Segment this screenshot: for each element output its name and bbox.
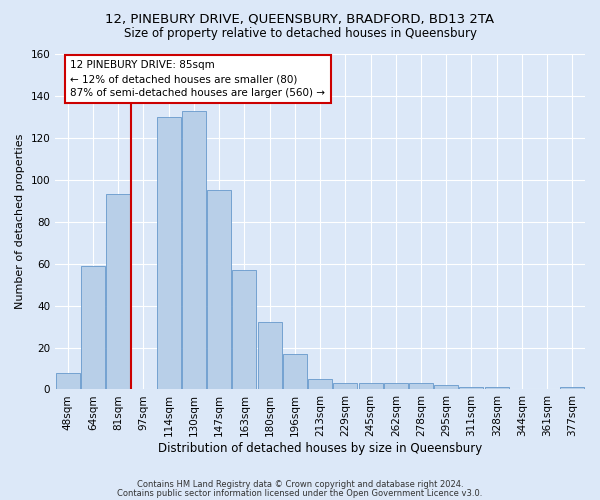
Bar (359, 383, 383, 390)
Text: Contains public sector information licensed under the Open Government Licence v3: Contains public sector information licen… (118, 488, 482, 498)
Bar (81, 266, 105, 390)
Bar (56, 372, 80, 390)
Y-axis label: Number of detached properties: Number of detached properties (15, 134, 25, 310)
Text: 12, PINEBURY DRIVE, QUEENSBURY, BRADFORD, BD13 2TA: 12, PINEBURY DRIVE, QUEENSBURY, BRADFORD… (106, 12, 494, 26)
Text: 12 PINEBURY DRIVE: 85sqm
← 12% of detached houses are smaller (80)
87% of semi-d: 12 PINEBURY DRIVE: 85sqm ← 12% of detach… (70, 60, 325, 98)
Bar (308, 379, 332, 390)
Bar (257, 322, 281, 390)
Text: Contains HM Land Registry data © Crown copyright and database right 2024.: Contains HM Land Registry data © Crown c… (137, 480, 463, 489)
Bar (182, 110, 206, 390)
Bar (283, 354, 307, 390)
Bar (434, 386, 458, 390)
Bar (560, 388, 584, 390)
Text: Size of property relative to detached houses in Queensbury: Size of property relative to detached ho… (124, 28, 476, 40)
Bar (409, 383, 433, 390)
Bar (232, 270, 256, 390)
Bar (207, 190, 231, 390)
Bar (157, 117, 181, 390)
Bar (106, 194, 130, 390)
Bar (384, 383, 408, 390)
Bar (460, 388, 484, 390)
Bar (334, 383, 357, 390)
Bar (485, 388, 509, 390)
X-axis label: Distribution of detached houses by size in Queensbury: Distribution of detached houses by size … (158, 442, 482, 455)
